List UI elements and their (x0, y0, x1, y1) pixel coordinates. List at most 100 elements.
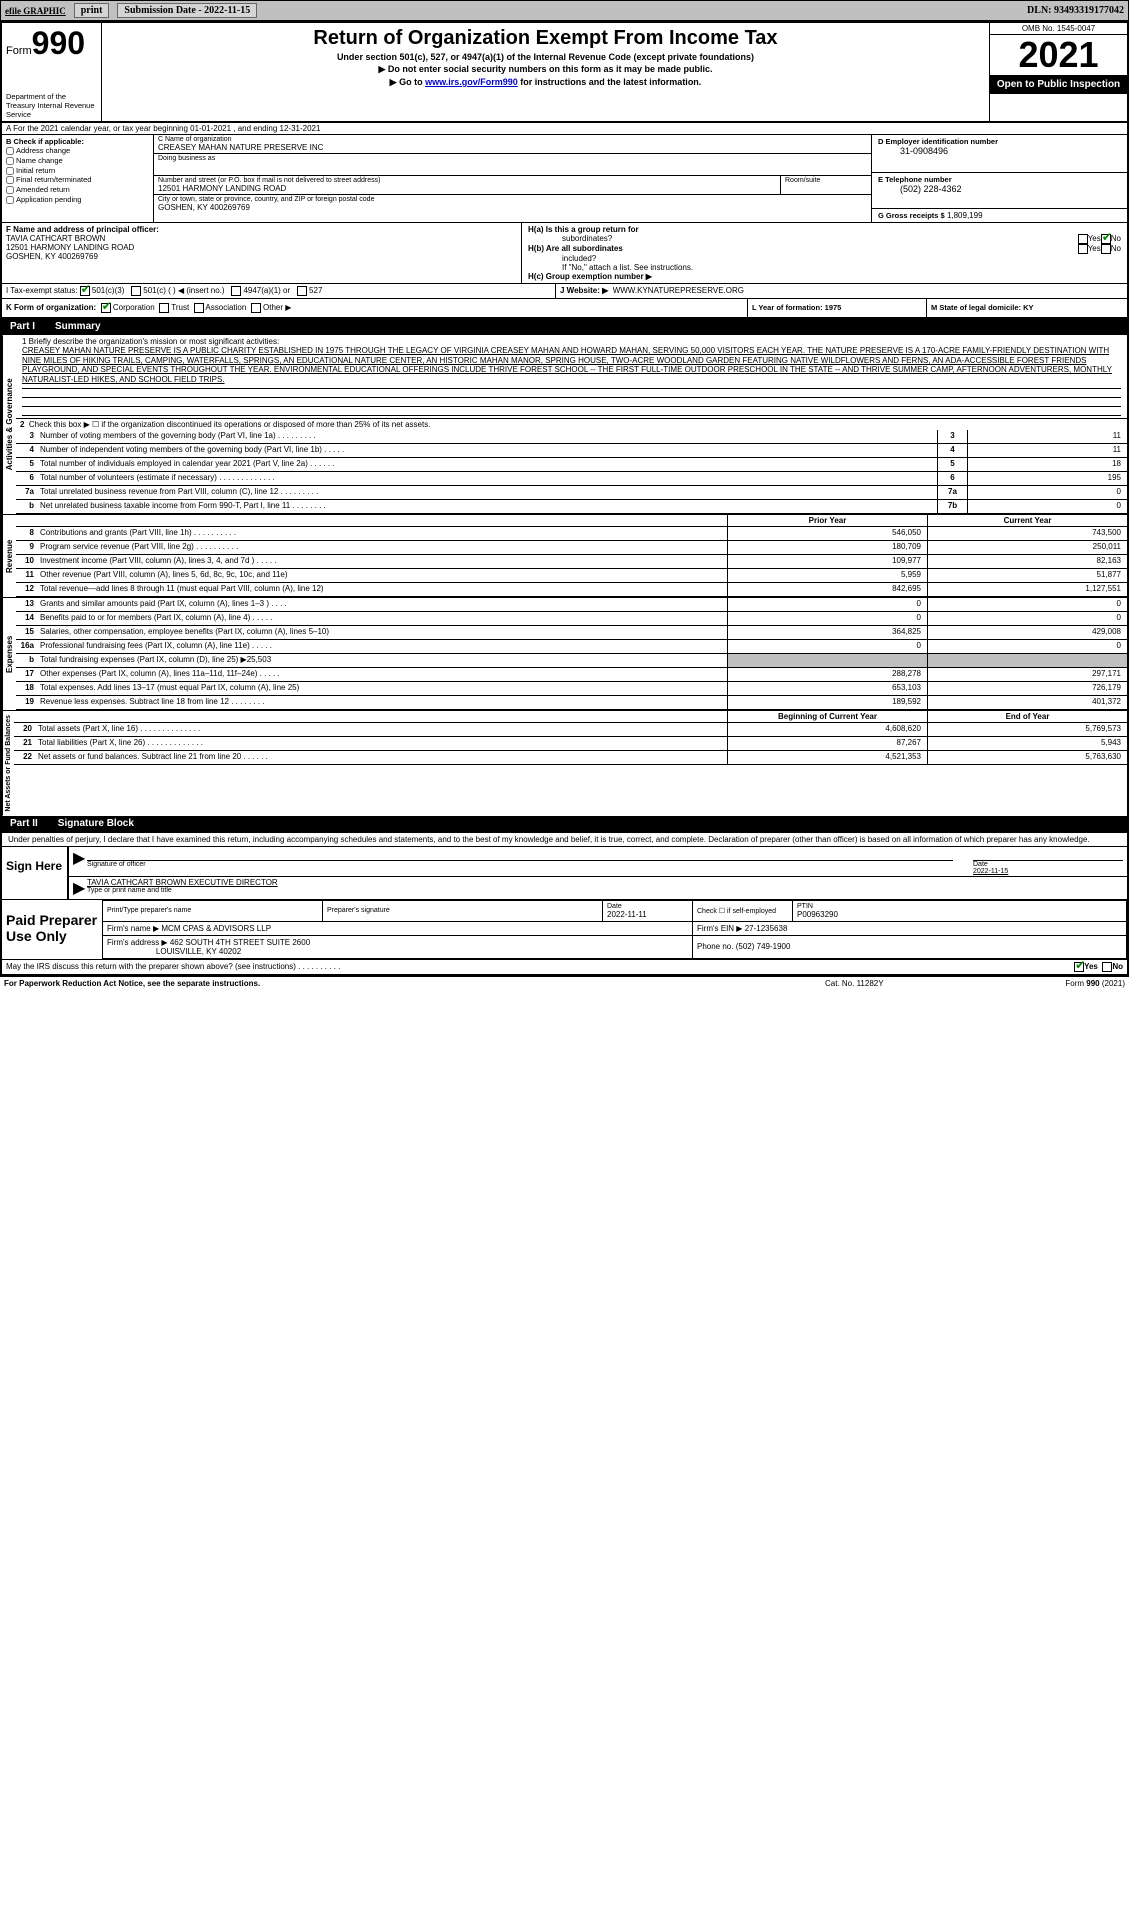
room-label: Room/suite (785, 177, 867, 184)
hc-label: H(c) Group exemption number ▶ (528, 272, 652, 281)
cb-association[interactable] (194, 303, 204, 313)
hb-sub: included? (528, 254, 1121, 263)
discuss-yes-checkbox[interactable] (1074, 962, 1084, 972)
irs-link[interactable]: www.irs.gov/Form990 (425, 77, 518, 87)
f-addr1: 12501 HARMONY LANDING ROAD (6, 243, 517, 252)
row-k-l-m: K Form of organization: Corporation Trus… (2, 299, 1127, 319)
b-label: B Check if applicable: (6, 137, 149, 146)
addr-value: 12501 HARMONY LANDING ROAD (158, 184, 776, 193)
cb-final-return[interactable]: Final return/terminated (6, 175, 149, 185)
mission-block: 1 Briefly describe the organization's mi… (16, 335, 1127, 419)
f-name: TAVIA CATHCART BROWN (6, 234, 517, 243)
section-b-through-g: B Check if applicable: Address change Na… (2, 135, 1127, 223)
form-label: Form (6, 45, 32, 57)
cb-amended[interactable]: Amended return (6, 185, 149, 195)
line-3: 3Number of voting members of the governi… (16, 430, 1127, 444)
table-row: 17Other expenses (Part IX, column (A), l… (16, 668, 1127, 682)
line-a: A For the 2021 calendar year, or tax yea… (2, 123, 1127, 135)
revenue-header: Prior YearCurrent Year (16, 515, 1127, 527)
ha-yes-checkbox[interactable] (1078, 234, 1088, 244)
line-6: 6Total number of volunteers (estimate if… (16, 472, 1127, 486)
table-row: 8Contributions and grants (Part VIII, li… (16, 527, 1127, 541)
mission-text: CREASEY MAHAN NATURE PRESERVE IS A PUBLI… (22, 346, 1121, 384)
col-d-e-g: D Employer identification number 31-0908… (871, 135, 1127, 222)
part1-num: Part I (10, 321, 35, 332)
vlabel-netassets: Net Assets or Fund Balances (2, 711, 14, 816)
line-4: 4Number of independent voting members of… (16, 444, 1127, 458)
cb-4947[interactable] (231, 286, 241, 296)
table-row: 20Total assets (Part X, line 16) . . . .… (14, 723, 1127, 737)
declaration-text: Under penalties of perjury, I declare th… (2, 833, 1127, 847)
line-7a: 7aTotal unrelated business revenue from … (16, 486, 1127, 500)
firm-addr2: LOUISVILLE, KY 40202 (156, 947, 241, 956)
g-label: G Gross receipts $ (878, 211, 945, 220)
footer-right: Form 990 (2021) (975, 979, 1125, 988)
discuss-row: May the IRS discuss this return with the… (2, 959, 1127, 974)
sig-date-value: 2022-11-15 (973, 868, 1008, 875)
table-row: 11Other revenue (Part VIII, column (A), … (16, 569, 1127, 583)
submission-date-button[interactable]: Submission Date - 2022-11-15 (117, 3, 257, 18)
cb-initial-return[interactable]: Initial return (6, 166, 149, 176)
dln-label: DLN: 93493319177042 (1027, 5, 1124, 16)
j-value: WWW.KYNATUREPRESERVE.ORG (613, 286, 744, 295)
cb-other[interactable] (251, 303, 261, 313)
open-public-badge: Open to Public Inspection (990, 75, 1127, 94)
revenue-section: Revenue Prior YearCurrent Year 8Contribu… (2, 514, 1127, 597)
h-note: If "No," attach a list. See instructions… (528, 263, 1121, 272)
form-subtitle-2: ▶ Do not enter social security numbers o… (106, 64, 985, 75)
cb-application-pending[interactable]: Application pending (6, 195, 149, 205)
officer-name: TAVIA CATHCART BROWN EXECUTIVE DIRECTOR (87, 878, 1123, 887)
table-row: 10Investment income (Part VIII, column (… (16, 555, 1127, 569)
g-value: 1,809,199 (947, 211, 983, 220)
line-5: 5Total number of individuals employed in… (16, 458, 1127, 472)
table-row: 18Total expenses. Add lines 13–17 (must … (16, 682, 1127, 696)
cb-corporation[interactable] (101, 303, 111, 313)
hb-label: H(b) Are all subordinates (528, 244, 1078, 254)
sig-date-label: Date (973, 861, 988, 868)
cb-address-change[interactable]: Address change (6, 146, 149, 156)
prep-date: 2022-11-11 (607, 910, 688, 919)
header-left: Form990 Department of the Treasury Inter… (2, 23, 102, 121)
cb-name-change[interactable]: Name change (6, 156, 149, 166)
table-row: bTotal fundraising expenses (Part IX, co… (16, 654, 1127, 668)
cb-501c[interactable] (131, 286, 141, 296)
netassets-section: Net Assets or Fund Balances Beginning of… (2, 710, 1127, 816)
cb-501c3[interactable] (80, 286, 90, 296)
signature-block: Under penalties of perjury, I declare th… (2, 831, 1127, 899)
discuss-text: May the IRS discuss this return with the… (6, 962, 1074, 972)
table-row: 14Benefits paid to or for members (Part … (16, 612, 1127, 626)
vlabel-expenses: Expenses (2, 598, 16, 710)
table-row: 21Total liabilities (Part X, line 26) . … (14, 737, 1127, 751)
form-number: 990 (32, 25, 85, 61)
footer-mid: Cat. No. 11282Y (825, 979, 975, 988)
sign-here-label: Sign Here (2, 847, 67, 899)
efile-link[interactable]: efile GRAPHIC (5, 6, 66, 16)
hb-no-checkbox[interactable] (1101, 244, 1111, 254)
row-f-h: F Name and address of principal officer:… (2, 223, 1127, 284)
addr-label: Number and street (or P.O. box if mail i… (158, 177, 776, 184)
hb-yes-checkbox[interactable] (1078, 244, 1088, 254)
form-990: Form990 Department of the Treasury Inter… (0, 21, 1129, 976)
cb-trust[interactable] (159, 303, 169, 313)
c-name-label: C Name of organization (158, 136, 867, 143)
form-subtitle-1: Under section 501(c), 527, or 4947(a)(1)… (106, 52, 985, 62)
part2-num: Part II (10, 818, 38, 829)
c-name-value: CREASEY MAHAN NATURE PRESERVE INC (158, 143, 867, 152)
table-row: 16aProfessional fundraising fees (Part I… (16, 640, 1127, 654)
col-c: C Name of organization CREASEY MAHAN NAT… (154, 135, 871, 222)
part2-header: Part II Signature Block (2, 816, 1127, 831)
part1-header: Part I Summary (2, 319, 1127, 334)
print-button[interactable]: print (74, 3, 110, 18)
d-value: 31-0908496 (878, 146, 1121, 156)
table-row: 22Net assets or fund balances. Subtract … (14, 751, 1127, 765)
discuss-no-checkbox[interactable] (1102, 962, 1112, 972)
dba-label: Doing business as (158, 155, 867, 162)
row-k: K Form of organization: Corporation Trus… (2, 299, 747, 317)
row-i-j: I Tax-exempt status: 501(c)(3) 501(c) ( … (2, 284, 1127, 299)
footer-left: For Paperwork Reduction Act Notice, see … (4, 979, 825, 988)
col-f: F Name and address of principal officer:… (2, 223, 522, 283)
cb-527[interactable] (297, 286, 307, 296)
expenses-section: Expenses 13Grants and similar amounts pa… (2, 597, 1127, 710)
ha-label: H(a) Is this a group return for (528, 225, 639, 234)
ha-no-checkbox[interactable] (1101, 234, 1111, 244)
